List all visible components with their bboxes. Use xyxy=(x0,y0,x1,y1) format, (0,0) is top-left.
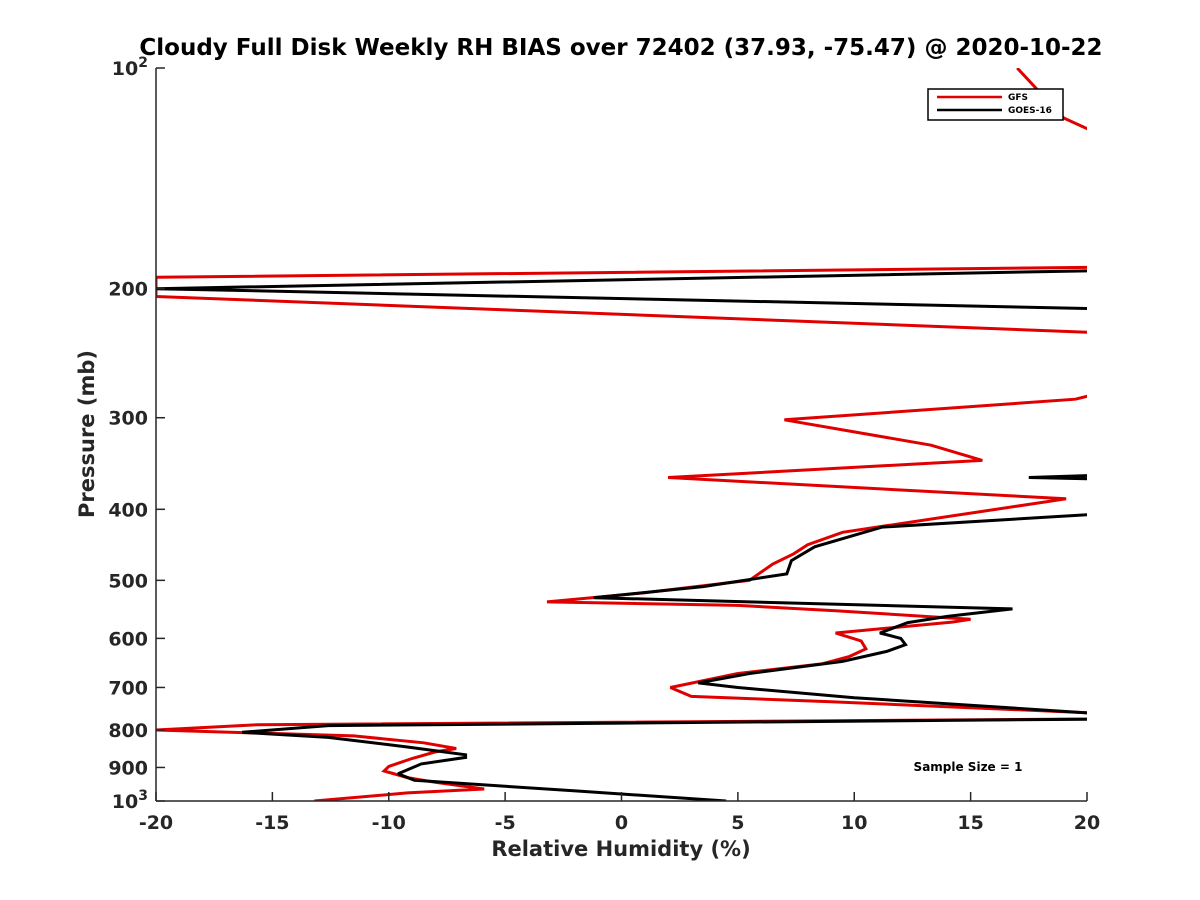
legend-label-gfs: GFS xyxy=(1008,93,1028,103)
y-tick-label: 800 xyxy=(108,720,148,742)
sample-size-annotation: Sample Size = 1 xyxy=(914,760,1023,774)
y-tick-label: 500 xyxy=(108,570,148,592)
chart-title: Cloudy Full Disk Weekly RH BIAS over 724… xyxy=(139,35,1102,61)
y-tick-label: 700 xyxy=(108,677,148,699)
x-axis-label: Relative Humidity (%) xyxy=(491,837,750,861)
y-tick-label: 200 xyxy=(108,279,148,301)
plot-background xyxy=(156,68,1087,801)
y-tick-label: 400 xyxy=(108,499,148,521)
x-tick-label: 20 xyxy=(1074,812,1100,834)
tick-labels: -20 -15 -10 -5 0 5 10 15 20 102 200 300 400 500 600 700… xyxy=(108,55,1100,834)
series-lines xyxy=(156,68,1087,801)
plot-area xyxy=(156,68,1087,801)
y-tick-label: 900 xyxy=(108,757,148,779)
y-tick-label: 102 xyxy=(112,55,148,80)
axes xyxy=(155,67,1088,802)
legend: GFS GOES-16 xyxy=(927,88,1064,121)
x-tick-label: -5 xyxy=(495,812,516,834)
x-tick-label: -15 xyxy=(255,812,289,834)
y-tick-label: 103 xyxy=(112,788,148,813)
series-line-goes-16 xyxy=(156,269,1087,801)
x-tick-label: -20 xyxy=(139,812,173,834)
legend-box xyxy=(927,88,1064,121)
x-tick-label: 0 xyxy=(615,812,628,834)
y-axis-label: Pressure (mb) xyxy=(75,350,99,518)
x-tick-label: 15 xyxy=(957,812,983,834)
x-tick-label: 5 xyxy=(731,812,744,834)
legend-label-goes-16: GOES-16 xyxy=(1008,106,1052,116)
y-tick-label: 300 xyxy=(108,408,148,430)
x-tick-label: -10 xyxy=(372,812,406,834)
y-tick-label: 600 xyxy=(108,628,148,650)
x-tick-label: 10 xyxy=(841,812,867,834)
